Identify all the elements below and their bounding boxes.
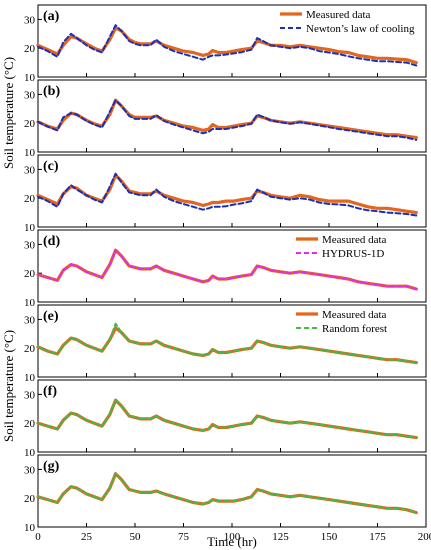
panel-a-legend: Measured data Newton’s law of cooling — [280, 9, 415, 35]
x-tick-label: 175 — [369, 531, 386, 543]
panel-e-legend: Measured data Random forest — [296, 309, 387, 335]
panel-c-ytick-label: 30 — [24, 164, 36, 176]
panel-a: 10 20 30 (a) Measured data Newton’s law of co… — [24, 4, 427, 84]
panel-e-ytick-label: 20 — [24, 343, 36, 355]
panel-b: 10 20 30 (b) — [24, 79, 427, 159]
x-tick-label: 50 — [130, 531, 142, 543]
x-tick-label: 75 — [178, 531, 190, 543]
panel-g-ytick-label: 10 — [24, 522, 36, 534]
panel-f-ytick-label: 10 — [24, 447, 36, 459]
panel-g-label: (g) — [43, 459, 60, 474]
panel-b-ytick-label: 20 — [24, 118, 36, 130]
panel-g-frame — [37, 454, 427, 528]
panel-b-ytick-label: 10 — [24, 147, 36, 159]
panel-g-ytick-label: 30 — [24, 464, 36, 476]
panel-d-legend: Measured data HYDRUS-1D — [296, 234, 387, 260]
panel-f-ytick-label: 30 — [24, 389, 36, 401]
panel-e: 10 20 30 (e) Measured data Random forest — [24, 304, 427, 384]
panel-d-ytick-label: 20 — [24, 268, 36, 280]
panel-b-series-measured-data — [36, 98, 418, 140]
panel-e-legend-label: Measured data — [322, 309, 387, 321]
x-tick-label: 200 — [418, 531, 431, 543]
panel-c-ytick-label: 20 — [24, 193, 36, 205]
panel-f-ytick-label: 20 — [24, 418, 36, 430]
panel-f-label: (f) — [43, 384, 57, 399]
x-tick-label: 0 — [35, 531, 41, 543]
panel-d-legend-label: Measured data — [322, 234, 387, 246]
panel-g: 10 20 30 0 25 50 75 100 125 150 175 200 (g) — [24, 454, 431, 543]
x-tick-label: 150 — [321, 531, 338, 543]
panel-f: 10 20 30 (f) — [24, 379, 427, 459]
y-axis-label-bottom: Soil temperature (°C) — [1, 330, 16, 442]
panel-e-label: (e) — [43, 309, 59, 324]
panel-d-series-hydrus-1d — [37, 249, 418, 290]
panel-f-series-measured-data — [36, 398, 418, 440]
panel-f-frame — [37, 379, 427, 453]
panel-a-label: (a) — [43, 9, 60, 24]
panel-c-ytick-label: 10 — [24, 222, 36, 234]
panel-e-series-random-forest — [37, 322, 418, 364]
panel-d-ytick-label: 10 — [24, 297, 36, 309]
panel-a-series-measured-data — [36, 26, 418, 65]
panel-d-label: (d) — [43, 234, 60, 249]
panel-a-legend-label: Newton’s law of cooling — [306, 23, 415, 35]
panel-a-ytick-label: 10 — [24, 72, 36, 84]
panel-e-ytick-label: 30 — [24, 314, 36, 326]
y-axis-label-top: Soil temperature (°C) — [1, 57, 16, 169]
panel-a-ytick-label: 30 — [24, 14, 36, 26]
panel-g-series-measured-data — [36, 472, 418, 515]
panel-b-label: (b) — [43, 84, 60, 99]
panel-d-legend-label: HYDRUS-1D — [322, 248, 384, 260]
panel-f-series-random-forest — [37, 399, 418, 439]
panel-e-ytick-label: 10 — [24, 372, 36, 384]
panel-b-frame — [37, 79, 427, 153]
panel-d-ytick-label: 30 — [24, 239, 36, 251]
panel-c-series-newton-s-law-of-cooling — [37, 172, 418, 217]
panel-c: 10 20 30 (c) — [24, 154, 427, 234]
panel-b-ytick-label: 30 — [24, 89, 36, 101]
x-tick-label: 25 — [81, 531, 93, 543]
panel-c-label: (c) — [43, 159, 59, 174]
panel-g-series-random-forest — [37, 472, 418, 514]
panel-d: 10 20 30 (d) Measured data HYDRUS-1D — [24, 229, 427, 309]
panel-a-series-newton-s-law-of-cooling — [37, 24, 418, 67]
panel-a-ytick-label: 20 — [24, 43, 36, 55]
panels: 10 20 30 (a) Measured data Newton’s law of co… — [24, 4, 431, 543]
panel-a-legend-label: Measured data — [306, 9, 371, 21]
panel-e-legend-label: Random forest — [322, 323, 387, 335]
panel-c-series-measured-data — [36, 173, 418, 215]
x-tick-label: 100 — [224, 531, 241, 543]
panel-g-ytick-label: 20 — [24, 493, 36, 505]
panel-b-series-newton-s-law-of-cooling — [37, 99, 418, 141]
panel-c-frame — [37, 154, 427, 228]
x-tick-label: 125 — [272, 531, 289, 543]
x-axis-label: Time (hr) — [207, 534, 257, 549]
